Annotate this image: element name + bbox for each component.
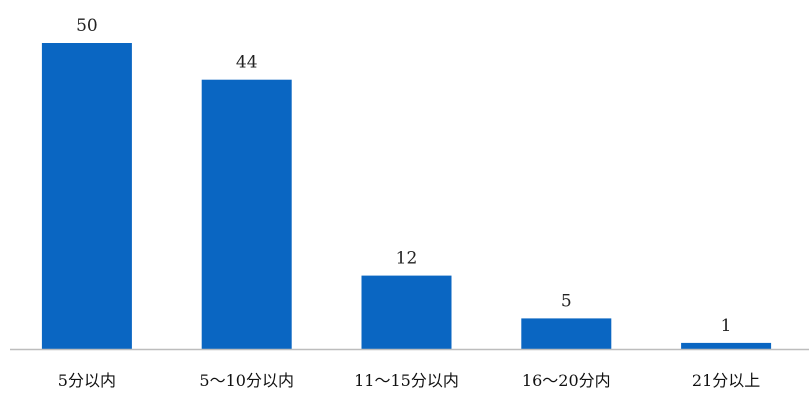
- value-labels-layer: 50 44 12 5 1: [76, 16, 731, 336]
- bar-3: [361, 275, 452, 349]
- category-label-4: 16～20分内: [522, 371, 611, 390]
- value-label-2: 44: [236, 53, 258, 73]
- value-label-3: 12: [396, 249, 418, 269]
- value-label-1: 50: [76, 16, 98, 36]
- bar-4: [521, 318, 612, 349]
- category-labels-layer: 5分以内 5～10分以内 11～15分以内 16～20分内 21分以上: [58, 371, 760, 390]
- bars-layer: [41, 43, 772, 349]
- bar-5: [681, 342, 772, 349]
- category-label-1: 5分以内: [58, 371, 116, 390]
- bar-2: [201, 79, 292, 349]
- category-label-2: 5～10分以内: [199, 371, 294, 390]
- value-label-4: 5: [561, 291, 572, 311]
- category-label-3: 11～15分以内: [354, 371, 459, 390]
- category-label-5: 21分以上: [692, 371, 760, 390]
- bar-1: [41, 43, 132, 349]
- value-label-5: 1: [721, 316, 732, 336]
